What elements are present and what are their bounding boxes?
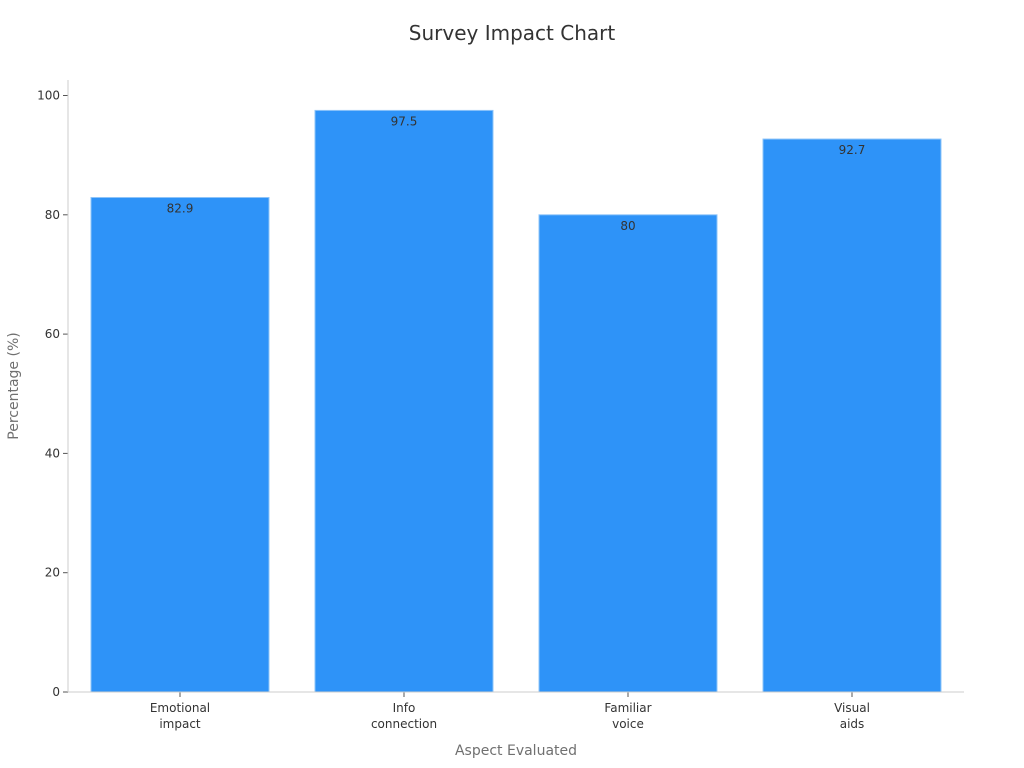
x-tick-label: Emotional impact — [150, 701, 210, 731]
bar-data-label: 97.5 — [391, 114, 418, 128]
x-tick-label: Info connection — [371, 701, 437, 731]
x-tick-label: Familiar voice — [604, 701, 651, 731]
y-axis-title: Percentage (%) — [6, 332, 22, 439]
x-tick-label-line: connection — [371, 717, 437, 731]
x-tick-label-line: Familiar — [604, 701, 651, 715]
x-tick-label: Visual aids — [834, 701, 870, 731]
bar-data-label: 92.7 — [839, 143, 866, 157]
data-labels-group: 82.9 97.5 80 92.7 — [167, 114, 866, 232]
x-tick-label-line: Emotional — [150, 701, 210, 715]
y-tick-label: 40 — [45, 446, 60, 460]
y-tick-label: 100 — [37, 89, 60, 103]
bar-data-label: 80 — [620, 219, 635, 233]
y-axis-ticks: 0 20 40 60 80 100 — [37, 89, 68, 699]
x-tick-label-line: Visual — [834, 701, 870, 715]
bars-group — [90, 109, 942, 693]
bar — [90, 197, 270, 693]
x-tick-label-line: aids — [840, 717, 865, 731]
y-tick-label: 0 — [52, 685, 60, 699]
x-axis-title: Aspect Evaluated — [455, 743, 577, 759]
y-tick-label: 80 — [45, 208, 60, 222]
y-tick-label: 60 — [45, 327, 60, 341]
y-tick-label: 20 — [45, 566, 60, 580]
x-tick-label-line: Info — [393, 701, 416, 715]
bar — [314, 109, 494, 693]
chart-title: Survey Impact Chart — [409, 21, 616, 45]
bar-data-label: 82.9 — [167, 202, 194, 216]
x-axis-ticks: Emotional impact Info connection Familiar voi… — [150, 692, 870, 731]
bar — [538, 214, 718, 693]
bar — [762, 138, 942, 693]
x-tick-label-line: impact — [159, 717, 201, 731]
x-tick-label-line: voice — [612, 717, 644, 731]
